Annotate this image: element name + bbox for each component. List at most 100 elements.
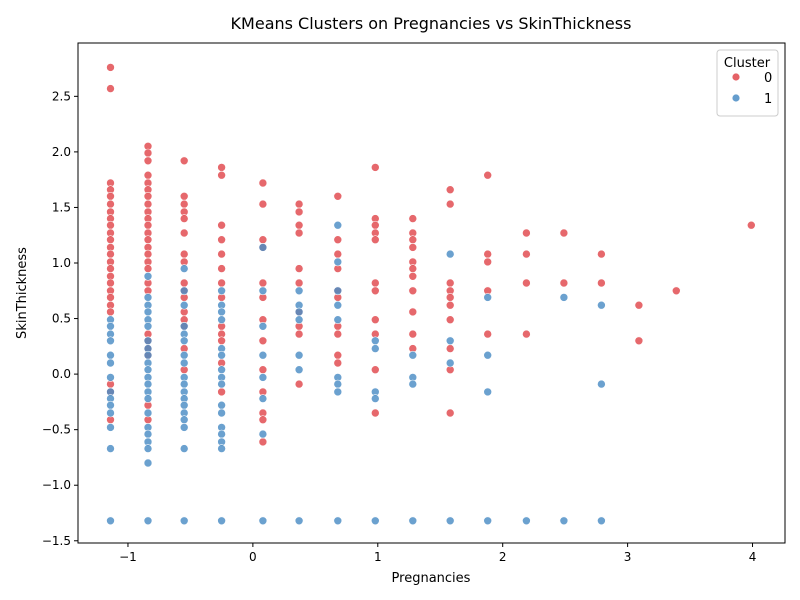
data-point-cluster-0 <box>294 228 304 238</box>
data-point-cluster-1 <box>445 358 455 368</box>
data-point-cluster-1 <box>143 336 153 346</box>
data-point-cluster-1 <box>143 408 153 418</box>
data-point-cluster-0 <box>179 278 189 288</box>
data-point-cluster-0 <box>294 220 304 230</box>
data-point-cluster-0 <box>106 199 115 209</box>
x-axis-label: Pregnancies <box>392 571 471 586</box>
data-point-cluster-1 <box>294 315 304 325</box>
data-point-cluster-1 <box>143 271 153 281</box>
data-point-cluster-0 <box>179 214 189 223</box>
data-point-cluster-0 <box>408 307 418 317</box>
data-point-cluster-1 <box>483 516 493 526</box>
data-point-cluster-0 <box>408 329 418 339</box>
data-point-cluster-0 <box>522 329 531 339</box>
data-point-cluster-0 <box>445 185 455 194</box>
data-point-cluster-1 <box>106 321 115 331</box>
data-point-cluster-1 <box>597 300 606 310</box>
data-point-cluster-1 <box>143 458 153 468</box>
data-point-cluster-1 <box>258 429 268 439</box>
data-point-cluster-0 <box>106 264 115 273</box>
data-point-cluster-0 <box>559 228 569 238</box>
data-point-cluster-0 <box>333 235 343 244</box>
data-point-cluster-0 <box>294 379 304 389</box>
data-point-cluster-1 <box>408 516 418 526</box>
data-point-cluster-1 <box>143 321 153 331</box>
data-point-cluster-0 <box>179 228 189 238</box>
data-point-cluster-1 <box>559 516 569 526</box>
data-point-cluster-0 <box>106 192 115 201</box>
data-point-cluster-1 <box>333 300 343 310</box>
data-point-cluster-0 <box>143 148 153 158</box>
legend-label-1: 1 <box>764 92 772 107</box>
data-point-cluster-0 <box>445 300 455 310</box>
data-point-cluster-1 <box>106 516 115 526</box>
data-point-cluster-1 <box>217 307 226 317</box>
data-point-cluster-1 <box>333 387 343 397</box>
data-point-cluster-1 <box>179 286 189 296</box>
data-point-cluster-1 <box>179 336 189 346</box>
data-point-cluster-0 <box>106 63 115 72</box>
data-point-cluster-0 <box>522 228 531 238</box>
y-tick-label: 0.0 <box>52 367 71 381</box>
data-point-cluster-1 <box>106 444 115 453</box>
data-point-cluster-0 <box>294 207 304 217</box>
data-point-cluster-1 <box>179 400 189 410</box>
data-point-cluster-0 <box>294 278 304 288</box>
data-point-cluster-0 <box>258 365 268 375</box>
data-point-cluster-0 <box>333 192 343 201</box>
data-point-cluster-1 <box>408 379 418 389</box>
data-point-cluster-0 <box>333 249 343 259</box>
data-point-cluster-1 <box>143 293 153 302</box>
y-tick-label: 1.5 <box>52 200 71 214</box>
data-point-cluster-1 <box>370 336 380 346</box>
data-point-cluster-1 <box>483 387 493 397</box>
data-point-cluster-1 <box>333 315 343 325</box>
data-point-cluster-0 <box>483 249 493 259</box>
data-point-cluster-0 <box>258 199 268 209</box>
data-point-cluster-0 <box>333 358 343 368</box>
data-point-cluster-0 <box>408 264 418 273</box>
data-point-cluster-0 <box>258 278 268 288</box>
x-tick-label: 2 <box>499 550 507 564</box>
data-point-cluster-1 <box>258 286 268 296</box>
data-point-cluster-0 <box>333 350 343 360</box>
data-point-cluster-0 <box>333 329 343 339</box>
data-point-cluster-0 <box>597 249 606 259</box>
data-point-cluster-1 <box>179 350 189 360</box>
data-point-cluster-1 <box>294 350 304 360</box>
legend-marker-1 <box>731 93 741 103</box>
data-point-cluster-0 <box>217 336 226 346</box>
data-point-cluster-1 <box>143 444 153 453</box>
data-point-cluster-1 <box>217 379 226 389</box>
data-point-cluster-0 <box>671 286 681 296</box>
data-point-cluster-1 <box>333 220 343 230</box>
legend-marker-0 <box>731 72 741 82</box>
data-point-cluster-1 <box>333 257 343 267</box>
data-point-cluster-0 <box>106 84 115 93</box>
data-point-cluster-1 <box>294 516 304 526</box>
data-point-cluster-1 <box>294 365 304 375</box>
data-point-cluster-0 <box>106 249 115 259</box>
data-point-cluster-0 <box>483 257 493 267</box>
data-point-cluster-0 <box>258 178 268 188</box>
data-point-cluster-1 <box>333 516 343 526</box>
data-point-cluster-0 <box>445 315 455 325</box>
data-point-cluster-0 <box>179 192 189 201</box>
data-point-cluster-0 <box>408 214 418 223</box>
y-axis-label: SkinThickness <box>15 247 30 339</box>
x-tick-label: −1 <box>119 550 137 564</box>
data-point-cluster-1 <box>179 516 189 526</box>
data-point-cluster-1 <box>294 286 304 296</box>
data-point-cluster-1 <box>559 293 569 302</box>
data-point-cluster-0 <box>179 156 189 166</box>
legend-title: Cluster <box>724 56 771 71</box>
data-point-cluster-0 <box>408 235 418 244</box>
data-point-cluster-0 <box>217 249 226 259</box>
x-tick-label: 0 <box>249 550 257 564</box>
data-point-cluster-0 <box>258 437 268 447</box>
data-point-cluster-0 <box>445 293 455 302</box>
data-point-cluster-0 <box>294 329 304 339</box>
y-tick-label: −1.5 <box>42 534 71 548</box>
data-point-cluster-1 <box>370 516 380 526</box>
data-point-cluster-1 <box>106 423 115 432</box>
